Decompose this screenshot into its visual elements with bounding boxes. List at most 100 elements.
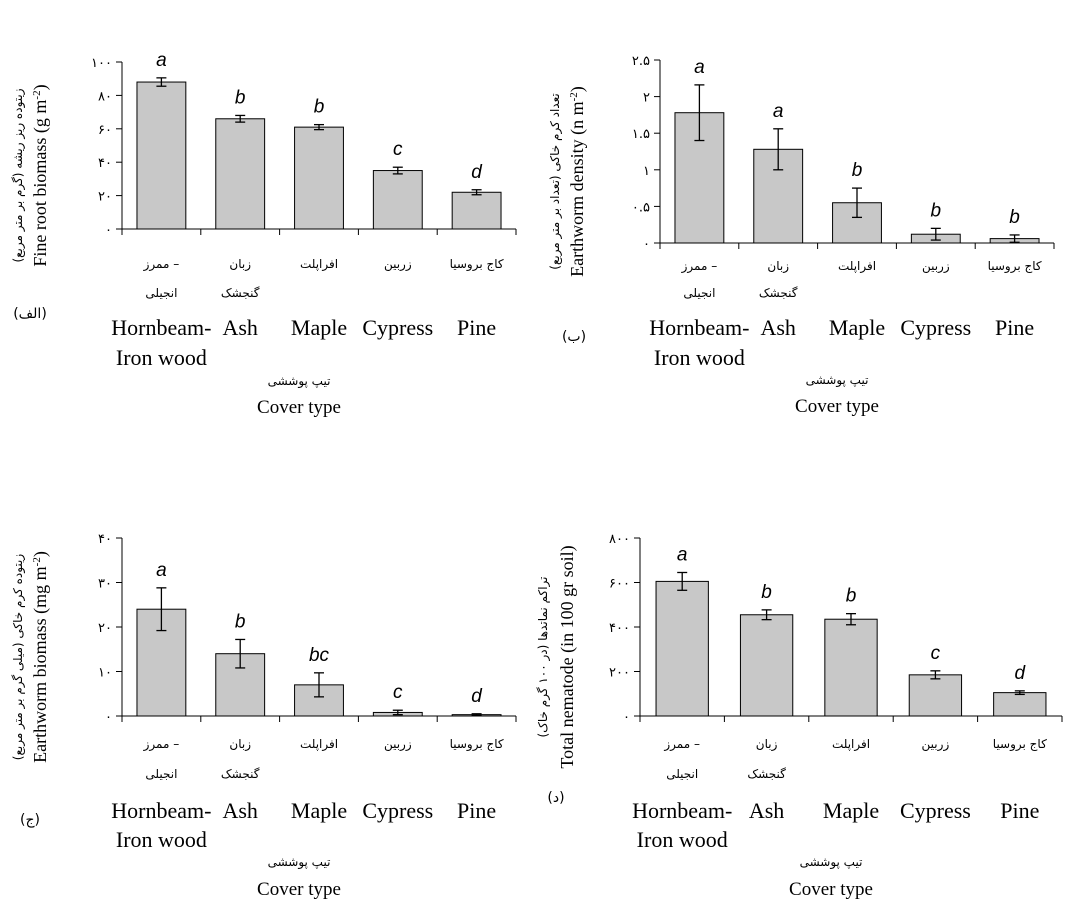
x-axis-title-en: Cover type	[257, 879, 341, 900]
category-label-en: Ash	[222, 798, 257, 823]
panel-label: (ب)	[562, 329, 586, 345]
significance-letter: c	[393, 682, 403, 703]
significance-letter: a	[156, 560, 167, 581]
y-axis-title-en-sup: -2	[31, 557, 43, 566]
significance-letter: a	[156, 50, 167, 71]
panel-label: (ج)	[20, 812, 40, 828]
bar	[136, 81, 187, 230]
category-label-fa: زربین	[384, 737, 412, 752]
bar	[824, 618, 878, 717]
y-tick-label: ۱	[643, 164, 650, 179]
category-label-fa: کاج بروسیا	[450, 737, 504, 752]
category-label-en: Ash	[222, 315, 257, 340]
category-label-fa: ممرز –	[681, 259, 718, 274]
y-axis-title-en: Fine root biomass (g m-2)	[30, 84, 51, 266]
chart-panel-2: ۰ ۰.۵ ۱ ۱.۵ ۲ ۲.۵ a ممرز – انجیلی Hornbeam- Iron w…	[548, 54, 1055, 417]
category-label-en: Iron wood	[637, 827, 728, 852]
significance-letter: b	[235, 611, 246, 632]
chart-panel-4: ۰ ۲۰۰ ۴۰۰ ۶۰۰ ۸۰۰ a ممرز – انجیلی Hornbeam- Iron …	[536, 532, 1063, 900]
category-label-fa: گنجشک	[759, 286, 798, 300]
category-label-en: Cypress	[900, 315, 971, 340]
bar	[215, 118, 266, 230]
x-axis-title-en: Cover type	[789, 879, 873, 900]
y-tick-label: ۸۰۰	[609, 532, 630, 547]
category-label-en: Iron wood	[116, 827, 207, 852]
y-tick-label: ۴۰	[98, 156, 112, 171]
category-label-fa: کاج بروسیا	[450, 257, 504, 272]
y-axis-title-fa: تراکم نماتدها (در ۱۰۰ گرم خاک)	[536, 576, 551, 737]
category-label-fa: کاج بروسیا	[993, 737, 1047, 752]
category-label-fa: ممرز –	[143, 737, 180, 752]
y-tick-label: ۶۰۰	[609, 577, 630, 592]
y-tick-label: ۲۰	[98, 190, 112, 205]
category-label-en: Pine	[457, 798, 496, 823]
y-axis-title-en: Earthworm biomass (mg m-2)	[30, 551, 51, 763]
y-tick-label: ۱۰۰	[91, 56, 112, 71]
category-label-en: Maple	[823, 798, 879, 823]
y-axis-title-en-sup: -2	[568, 92, 580, 101]
significance-letter: b	[852, 160, 863, 181]
y-axis-title-en-tail: )	[30, 84, 51, 90]
category-label-en: Iron wood	[654, 345, 745, 370]
significance-letter: b	[846, 586, 857, 607]
category-label-en: Pine	[995, 315, 1034, 340]
y-tick-label: ۰	[643, 237, 650, 252]
y-tick-label: ۴۰	[98, 532, 112, 547]
y-axis-title-en-main: Earthworm density (n m	[567, 101, 588, 276]
category-label-fa: ممرز –	[663, 737, 700, 752]
x-axis-title-fa: تیپ پوششی	[268, 374, 331, 389]
bar	[294, 126, 344, 230]
category-label-fa: گنجشک	[221, 286, 260, 300]
significance-letter: a	[773, 101, 784, 122]
category-label-fa: انجیلی	[145, 767, 177, 781]
x-axis-title-fa: تیپ پوششی	[806, 373, 869, 388]
category-label-fa: کاج بروسیا	[988, 259, 1042, 274]
significance-letter: bc	[309, 645, 330, 666]
significance-letter: d	[1015, 663, 1027, 684]
y-tick-label: ۱۰	[98, 666, 112, 681]
category-label-fa: ممرز –	[143, 257, 180, 272]
category-label-fa: زبان	[756, 737, 778, 752]
y-axis-title-fa: زیتوده کرم خاکی (میلی گرم بر متر مربع)	[11, 554, 26, 761]
bar	[739, 614, 794, 717]
category-label-fa: انجیلی	[666, 767, 698, 781]
y-axis-title-en: Earthworm density (n m-2)	[567, 86, 588, 277]
category-label-en: Pine	[1000, 798, 1039, 823]
category-label-en: Hornbeam-	[632, 798, 732, 823]
category-label-fa: زبان	[229, 257, 251, 272]
category-label-fa: زربین	[384, 257, 412, 272]
y-axis-title-en-tail: )	[567, 86, 588, 92]
category-label-fa: زربین	[922, 259, 950, 274]
y-tick-label: ۲۰	[98, 621, 112, 636]
panel-label: (الف)	[13, 306, 47, 322]
significance-letter: b	[761, 582, 772, 603]
category-label-en: Ash	[749, 798, 784, 823]
y-tick-label: ۴۰۰	[609, 621, 630, 636]
significance-letter: d	[471, 686, 483, 707]
significance-letter: b	[1009, 207, 1020, 228]
y-axis-title-en-sup: -2	[31, 90, 43, 99]
category-label-en: Maple	[291, 798, 347, 823]
y-axis-title-en: Total nematode (in 100 gr soil)	[557, 545, 578, 768]
y-tick-label: ۲.۵	[632, 54, 650, 69]
category-label-fa: انجیلی	[145, 286, 177, 300]
panel-label: (د)	[547, 790, 564, 806]
y-axis-title-en-main: Fine root biomass (g m	[30, 100, 51, 267]
chart-panel-3: ۰ ۱۰ ۲۰ ۳۰ ۴۰ a ممرز – انجیلی Hornbeam- Iron wood…	[11, 532, 517, 900]
significance-letter: c	[393, 139, 403, 160]
significance-letter: c	[931, 643, 941, 664]
y-tick-label: ۰	[623, 710, 630, 725]
bar	[908, 674, 963, 717]
y-axis-title-en-main: Earthworm biomass (mg m	[30, 566, 51, 762]
category-label-en: Iron wood	[116, 345, 207, 370]
category-label-en: Hornbeam-	[111, 315, 211, 340]
y-tick-label: ۶۰	[98, 123, 112, 138]
category-label-fa: افراپلت	[300, 737, 338, 752]
y-axis-title-en-main: Total nematode (in 100 gr soil)	[557, 545, 578, 768]
category-label-fa: افراپلت	[838, 259, 876, 274]
y-axis-title-fa: زیتوده ریز ریشه (گرم بر متر مربع)	[11, 88, 26, 262]
x-axis-title-fa: تیپ پوششی	[800, 855, 863, 870]
category-label-en: Ash	[760, 315, 795, 340]
category-label-en: Pine	[457, 315, 496, 340]
